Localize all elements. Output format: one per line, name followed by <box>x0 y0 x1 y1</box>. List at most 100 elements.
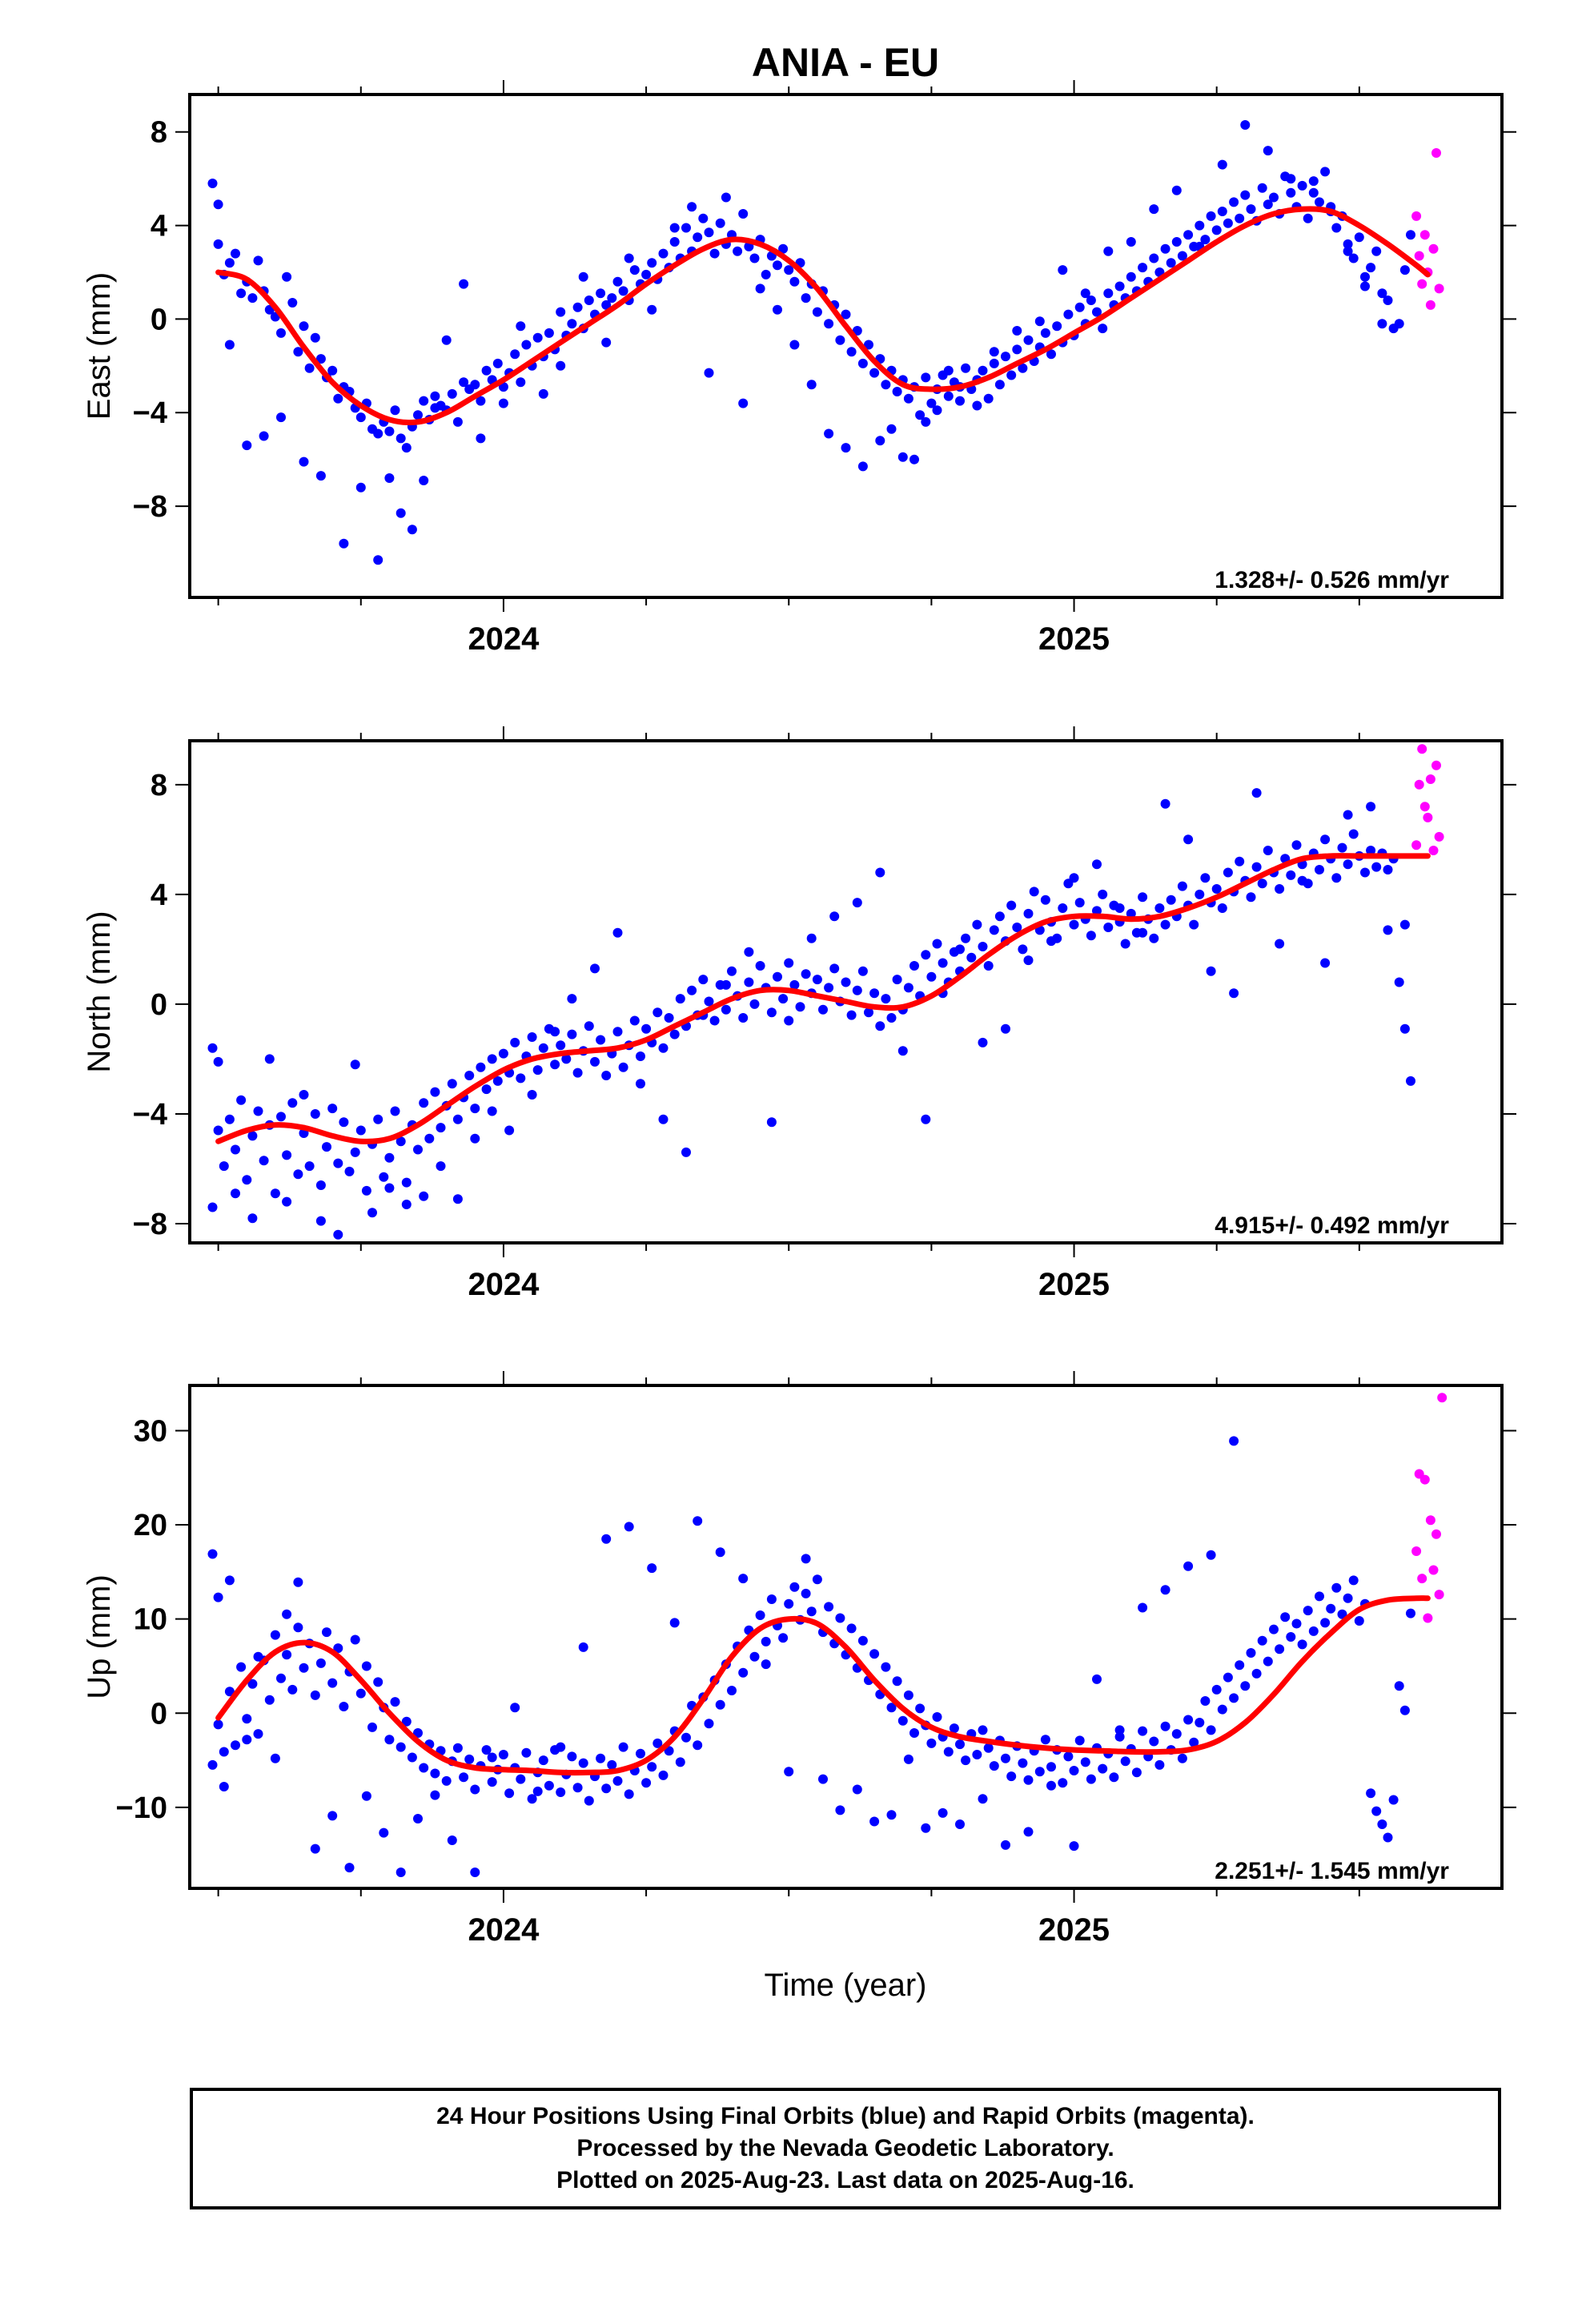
east-final-point <box>1303 213 1313 223</box>
east-final-point <box>875 436 885 446</box>
footer-line-3: Plotted on 2025-Aug-23. Last data on 202… <box>556 2167 1134 2193</box>
north-final-point <box>886 1013 897 1023</box>
north-final-point <box>1154 903 1165 913</box>
up-final-point <box>818 1774 828 1784</box>
east-final-point <box>282 271 292 282</box>
east-final-point <box>447 388 457 399</box>
east-final-point <box>1297 180 1307 191</box>
east-final-point <box>601 337 612 348</box>
east-final-point <box>1395 0 1404 5</box>
east-y-tick-label: 0 <box>151 303 167 336</box>
east-final-point <box>1406 230 1415 240</box>
north-final-point <box>1138 927 1148 938</box>
north-final-point <box>350 1147 360 1157</box>
north-final-point <box>755 961 765 971</box>
north-final-point <box>1166 895 1176 905</box>
up-final-point <box>647 1762 657 1772</box>
up-final-point <box>538 1755 548 1766</box>
up-final-point <box>1343 0 1353 5</box>
up-final-point <box>470 1868 480 1877</box>
north-final-point <box>1120 939 1130 949</box>
north-final-point <box>207 1202 218 1212</box>
east-final-point <box>698 213 709 223</box>
east-final-point <box>498 398 508 408</box>
up-final-point <box>1120 1756 1130 1767</box>
north-final-point <box>875 1021 885 1031</box>
east-final-point <box>1114 281 1125 292</box>
north-final-point <box>1343 859 1353 870</box>
east-final-point <box>1171 237 1182 247</box>
north-final-point <box>1383 925 1393 935</box>
up-final-point <box>784 1767 794 1777</box>
east-final-point <box>647 258 657 268</box>
north-final-point <box>1217 903 1227 913</box>
north-final-point <box>436 1123 446 1133</box>
north-rapid-point <box>1419 802 1430 812</box>
east-final-point <box>864 340 873 350</box>
north-panel: 2024 2025 −8 −4 0 4 8 North (mm) 4.915+/- 0.492 … <box>82 726 1516 1302</box>
north-final-point <box>921 1114 931 1124</box>
east-final-point <box>419 476 429 485</box>
north-final-point <box>818 1004 828 1015</box>
east-final-point <box>413 410 423 420</box>
up-final-point <box>516 1774 526 1784</box>
east-final-point <box>801 293 811 304</box>
up-rapid-point <box>1417 1574 1427 1584</box>
east-final-point <box>213 199 223 210</box>
east-final-point <box>310 332 320 343</box>
up-final-point <box>886 1810 897 1820</box>
north-final-point <box>1058 903 1068 913</box>
up-final-point <box>1388 1795 1399 1805</box>
east-final-point <box>1377 288 1387 299</box>
up-final-point <box>812 1574 822 1585</box>
east-final-point <box>909 454 919 464</box>
east-final-point <box>213 239 223 249</box>
north-rapid-point <box>1434 831 1444 842</box>
east-final-point <box>430 391 440 401</box>
up-final-point <box>961 1755 971 1766</box>
up-final-point <box>1177 1753 1187 1763</box>
east-final-point <box>315 471 326 481</box>
north-final-point <box>572 1068 583 1078</box>
up-final-point <box>1308 1626 1319 1636</box>
north-final-point <box>1337 842 1347 853</box>
up-final-point <box>1377 1819 1387 1829</box>
up-final-point <box>1195 1718 1205 1727</box>
up-final-point <box>464 1754 475 1764</box>
east-final-point <box>430 403 440 413</box>
up-final-point <box>247 1679 258 1689</box>
up-final-point <box>652 1738 663 1748</box>
up-final-point <box>789 1582 800 1592</box>
up-final-point <box>333 1643 343 1654</box>
east-y-tick-label: −8 <box>133 490 167 524</box>
east-final-point <box>693 232 703 243</box>
east-final-point <box>390 405 400 416</box>
north-final-point <box>236 1095 247 1105</box>
east-final-point <box>1263 146 1273 156</box>
up-final-point <box>1280 1612 1291 1622</box>
east-final-point <box>236 288 247 299</box>
up-final-point <box>1160 1721 1170 1731</box>
up-final-point <box>578 1758 588 1768</box>
east-final-point <box>1046 349 1056 360</box>
north-final-point <box>903 983 913 993</box>
up-y-tick-label: 20 <box>134 1509 167 1542</box>
up-final-point <box>224 1575 235 1586</box>
up-final-point <box>504 1788 515 1799</box>
east-final-point <box>293 347 303 357</box>
north-final-point <box>1366 802 1376 812</box>
north-final-point <box>1315 865 1324 875</box>
east-final-point <box>373 555 383 565</box>
north-final-point <box>1275 884 1285 894</box>
up-final-point <box>738 1667 749 1678</box>
up-final-point <box>1069 1841 1079 1852</box>
east-final-point <box>1211 225 1222 235</box>
east-rapid-point <box>1417 279 1427 289</box>
north-final-point <box>1098 889 1108 899</box>
north-final-point <box>355 1125 366 1136</box>
up-final-point <box>949 1723 959 1734</box>
north-final-point <box>641 1023 652 1034</box>
north-final-point <box>293 1169 303 1180</box>
up-final-point <box>1303 1606 1313 1616</box>
north-final-point <box>310 1109 320 1119</box>
